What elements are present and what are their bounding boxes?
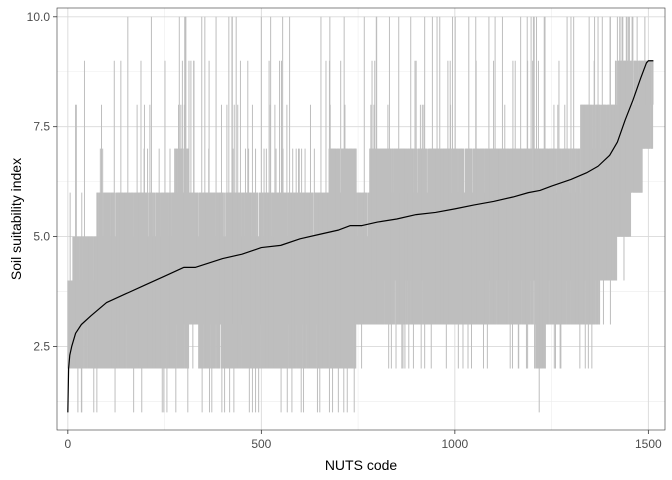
x-tick-label: 1500 [635, 437, 662, 451]
y-axis-title: Soil suitability index [8, 158, 24, 280]
x-tick-label: 0 [64, 437, 71, 451]
panel-border [56, 7, 666, 431]
x-axis-title: NUTS code [325, 457, 398, 473]
y-tick-label: 10.0 [27, 10, 51, 24]
median-line [67, 60, 654, 413]
x-tick-label: 1000 [441, 437, 468, 451]
range-lines [67, 16, 654, 413]
median-line-layer [67, 60, 654, 413]
x-tick-label: 500 [251, 437, 271, 451]
x-axis-ticks: 0 500 1000 1500 [64, 430, 662, 451]
y-tick-label: 5.0 [33, 230, 50, 244]
y-tick-label: 7.5 [33, 120, 50, 134]
y-tick-label: 2.5 [33, 339, 50, 353]
y-axis-ticks: 2.5 5.0 7.5 10.0 [27, 10, 57, 353]
